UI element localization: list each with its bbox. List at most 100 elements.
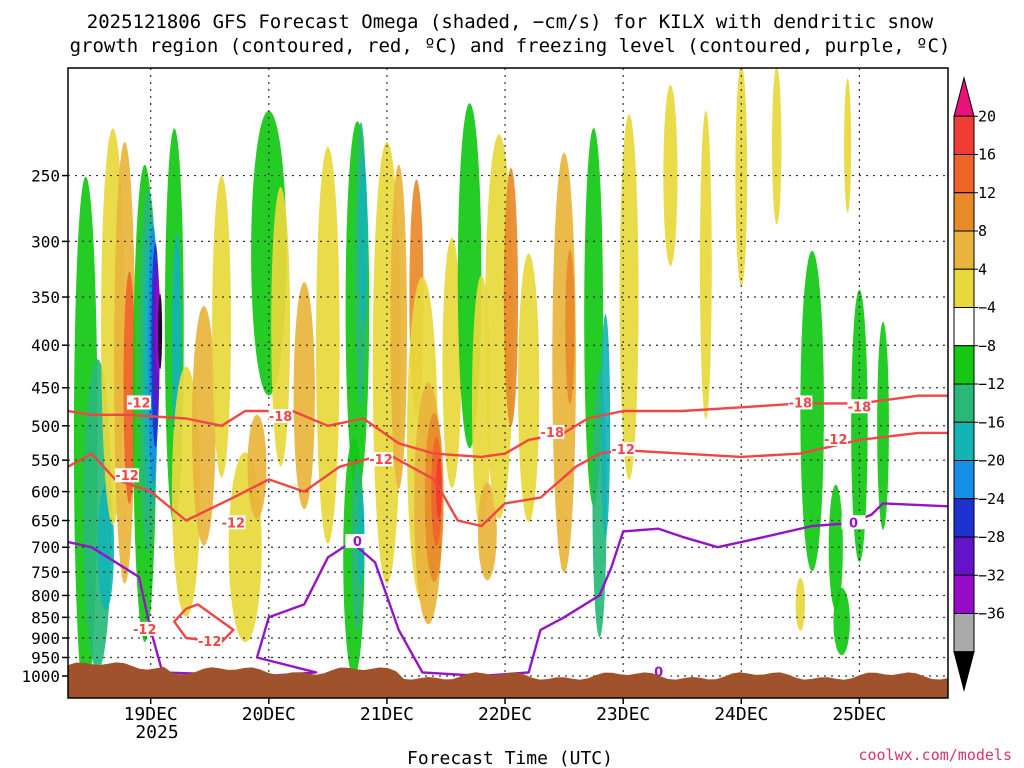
colorbar-label: −32 xyxy=(978,566,1005,584)
x-tick-label: 23DEC xyxy=(596,704,650,725)
x-tick-label: 21DEC xyxy=(360,704,414,725)
colorbar-segment xyxy=(953,268,975,308)
y-tick-label: 900 xyxy=(31,629,60,648)
colorbar-segment xyxy=(953,498,975,538)
omega-blob-y4 xyxy=(844,78,852,213)
omega-blob-y4 xyxy=(735,68,748,287)
colorbar-segment xyxy=(953,536,975,576)
y-tick-label: 450 xyxy=(31,379,60,398)
colorbar-segment xyxy=(953,154,975,194)
contour-label: -12 xyxy=(115,469,139,484)
contour-label: -12 xyxy=(611,443,635,458)
y-tick-label: 800 xyxy=(31,586,60,605)
y-tick-label: 550 xyxy=(31,451,60,470)
omega-blob-y4 xyxy=(699,110,712,419)
contour-label: -18 xyxy=(541,426,565,441)
omega-blob-y4 xyxy=(212,176,232,478)
contour-label: -18 xyxy=(269,410,293,425)
x-tick-label: 25DEC xyxy=(832,704,886,725)
colorbar-segment xyxy=(953,613,975,653)
y-tick-label: 600 xyxy=(31,483,60,502)
credit-text: coolwx.com/models xyxy=(858,746,1012,764)
contour-label-bg xyxy=(369,452,394,467)
y-tick-label: 950 xyxy=(31,648,60,667)
colorbar-label: 4 xyxy=(978,260,987,278)
colorbar-segment xyxy=(953,383,975,423)
colorbar-label: 12 xyxy=(978,184,996,202)
x-tick-label: 24DEC xyxy=(714,704,768,725)
omega-blob-g4 xyxy=(828,484,843,610)
x-axis: 19DEC 20DEC 21DEC 22DEC 23DEC 24DEC 25DEC xyxy=(124,698,887,725)
contour-minus12 xyxy=(68,431,948,528)
colorbar-label: −28 xyxy=(978,528,1005,546)
omega-blob-y8 xyxy=(293,282,315,510)
contour-label: 0 xyxy=(849,516,858,531)
colorbar-label: −12 xyxy=(978,375,1005,393)
omega-blob-y4 xyxy=(795,577,806,631)
contour-label: -18 xyxy=(848,400,872,415)
y-axis: 250 300 350 400 450 500 550 600 650 700 750 800 850 9… xyxy=(21,167,68,686)
contour-label-bg xyxy=(268,409,293,424)
contour-label: -18 xyxy=(789,396,813,411)
contour-label-bg xyxy=(841,515,866,530)
omega-blob-y8 xyxy=(477,482,497,581)
y-tick-label: 750 xyxy=(31,563,60,582)
plot-area: -18 -12 -12 -12 -12 -18 -18 -12 -12 -18 -12 0 0 0 -12 xyxy=(67,67,949,699)
x-tick-label: 20DEC xyxy=(242,704,296,725)
omega-blob-y8 xyxy=(390,164,408,489)
contour-label-bg xyxy=(197,633,222,648)
colorbar-bottom-arrow xyxy=(953,651,975,692)
y-tick-label: 500 xyxy=(31,417,60,436)
contour-label-bg xyxy=(345,534,370,549)
contour-label-bg xyxy=(132,621,157,636)
omega-blob-y4 xyxy=(518,253,540,522)
contour-label: -12 xyxy=(127,396,151,411)
y-tick-label: 350 xyxy=(31,288,60,307)
colorbar-label: 16 xyxy=(978,146,996,164)
colorbar-label: −16 xyxy=(978,413,1005,431)
y-tick-label: 1000 xyxy=(21,667,60,686)
colorbar-segment xyxy=(953,115,975,155)
colorbar-label: −4 xyxy=(978,299,996,317)
omega-blob-y8 xyxy=(192,306,216,546)
colorbar-segment xyxy=(953,421,975,461)
y-tick-label: 400 xyxy=(31,336,60,355)
contour-label-bg xyxy=(540,424,565,439)
contour-label: 0 xyxy=(353,535,362,550)
contour-label: -12 xyxy=(824,433,848,448)
y-tick-label: 700 xyxy=(31,538,60,557)
contour-label: -12 xyxy=(369,453,393,468)
omega-blob-g4 xyxy=(833,587,850,656)
year-label: 2025 xyxy=(135,722,178,743)
omega-blob-r16 xyxy=(123,271,136,504)
chart-title-line2: growth region (contoured, red, ºC) and f… xyxy=(70,35,951,57)
contour-label-bg xyxy=(126,395,151,410)
ground-surface xyxy=(68,662,948,698)
omega-blob-y4 xyxy=(772,68,782,225)
contour-label-bg xyxy=(115,468,140,483)
omega-blob-g4 xyxy=(877,321,889,530)
y-tick-label: 850 xyxy=(31,608,60,627)
y-tick-label: 250 xyxy=(31,167,60,186)
contour-label-bg xyxy=(823,431,848,446)
colorbar-label: −20 xyxy=(978,452,1005,470)
contour-label-bg xyxy=(611,442,636,457)
x-tick-label: 19DEC xyxy=(124,704,178,725)
colorbar-label: 8 xyxy=(978,222,987,240)
colorbar-top-arrow xyxy=(953,76,975,117)
omega-blob-y4 xyxy=(271,187,291,467)
contour-label-bg xyxy=(788,395,813,410)
y-tick-label: 300 xyxy=(31,232,60,251)
contour-label-bg xyxy=(221,515,246,530)
plot-frame xyxy=(67,67,949,699)
colorbar: 20 16 12 8 4 −4 −8 −12 −16 −20 −24 −28 −32 −36 xyxy=(953,76,1005,692)
contour-label-bg xyxy=(847,399,872,414)
omega-blob-o12 xyxy=(565,249,575,404)
colorbar-segment xyxy=(953,345,975,385)
contour-label: -12 xyxy=(222,516,246,531)
x-tick-label: 22DEC xyxy=(478,704,532,725)
colorbar-label: −8 xyxy=(978,337,996,355)
contour-label: -12 xyxy=(133,623,157,638)
y-tick-label: 650 xyxy=(31,511,60,530)
